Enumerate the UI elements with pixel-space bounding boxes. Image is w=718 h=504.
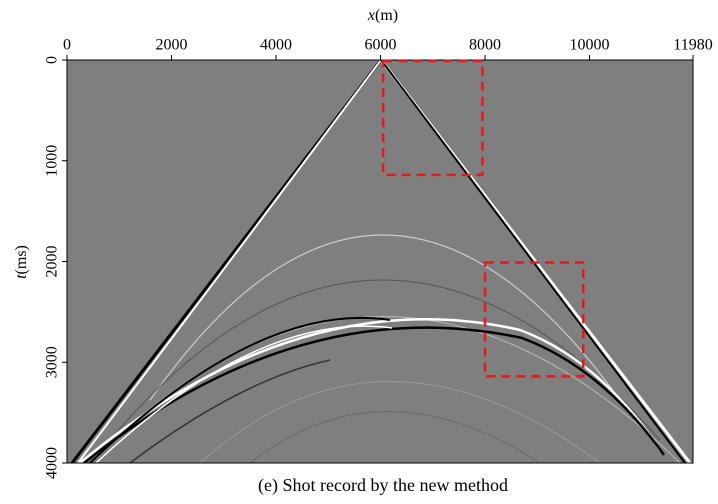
x-tick-label: 2000 — [156, 37, 188, 54]
y-tick-label: 3000 — [44, 346, 61, 378]
x-label-symbol: x — [367, 7, 375, 24]
x-label-unit: (m) — [375, 7, 398, 24]
x-tick-label: 10000 — [570, 37, 610, 54]
y-tick-label: 4000 — [44, 447, 61, 479]
x-tick-label: 6000 — [365, 37, 397, 54]
y-tick-label: 2000 — [44, 246, 61, 278]
y-tick-label: 1000 — [44, 145, 61, 177]
highlight-box — [381, 59, 484, 177]
y-label-unit: (ms) — [13, 245, 30, 274]
y-axis-label: t(ms) — [13, 245, 30, 279]
caption: (e) Shot record by the new method — [258, 475, 508, 496]
highlight-box — [483, 261, 585, 378]
y-label-symbol: t — [13, 274, 30, 279]
x-tick-label: 4000 — [260, 37, 292, 54]
x-axis-label: x(m) — [367, 7, 398, 24]
x-tick-label: 0 — [63, 37, 71, 54]
x-tick-label: 11980 — [673, 37, 712, 54]
x-tick-label: 8000 — [469, 37, 501, 54]
y-tick-label: 0 — [44, 56, 61, 64]
seismic-image — [67, 60, 693, 463]
